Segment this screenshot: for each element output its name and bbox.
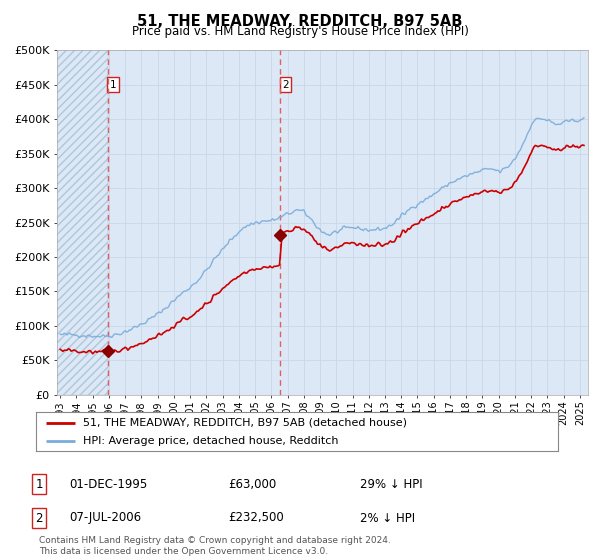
Text: 07-JUL-2006: 07-JUL-2006 <box>69 511 141 525</box>
Text: 1: 1 <box>110 80 117 90</box>
Text: Price paid vs. HM Land Registry's House Price Index (HPI): Price paid vs. HM Land Registry's House … <box>131 25 469 38</box>
Text: 2: 2 <box>282 80 289 90</box>
Text: 29% ↓ HPI: 29% ↓ HPI <box>360 478 422 491</box>
Text: £232,500: £232,500 <box>228 511 284 525</box>
Text: £63,000: £63,000 <box>228 478 276 491</box>
Text: Contains HM Land Registry data © Crown copyright and database right 2024.
This d: Contains HM Land Registry data © Crown c… <box>39 536 391 556</box>
Text: 2% ↓ HPI: 2% ↓ HPI <box>360 511 415 525</box>
Text: HPI: Average price, detached house, Redditch: HPI: Average price, detached house, Redd… <box>83 436 338 446</box>
Bar <box>57 50 60 395</box>
Text: 01-DEC-1995: 01-DEC-1995 <box>69 478 147 491</box>
Bar <box>57 50 107 395</box>
Text: 1: 1 <box>35 478 43 491</box>
Text: 2: 2 <box>35 511 43 525</box>
Text: 51, THE MEADWAY, REDDITCH, B97 5AB: 51, THE MEADWAY, REDDITCH, B97 5AB <box>137 14 463 29</box>
Text: 51, THE MEADWAY, REDDITCH, B97 5AB (detached house): 51, THE MEADWAY, REDDITCH, B97 5AB (deta… <box>83 418 407 428</box>
